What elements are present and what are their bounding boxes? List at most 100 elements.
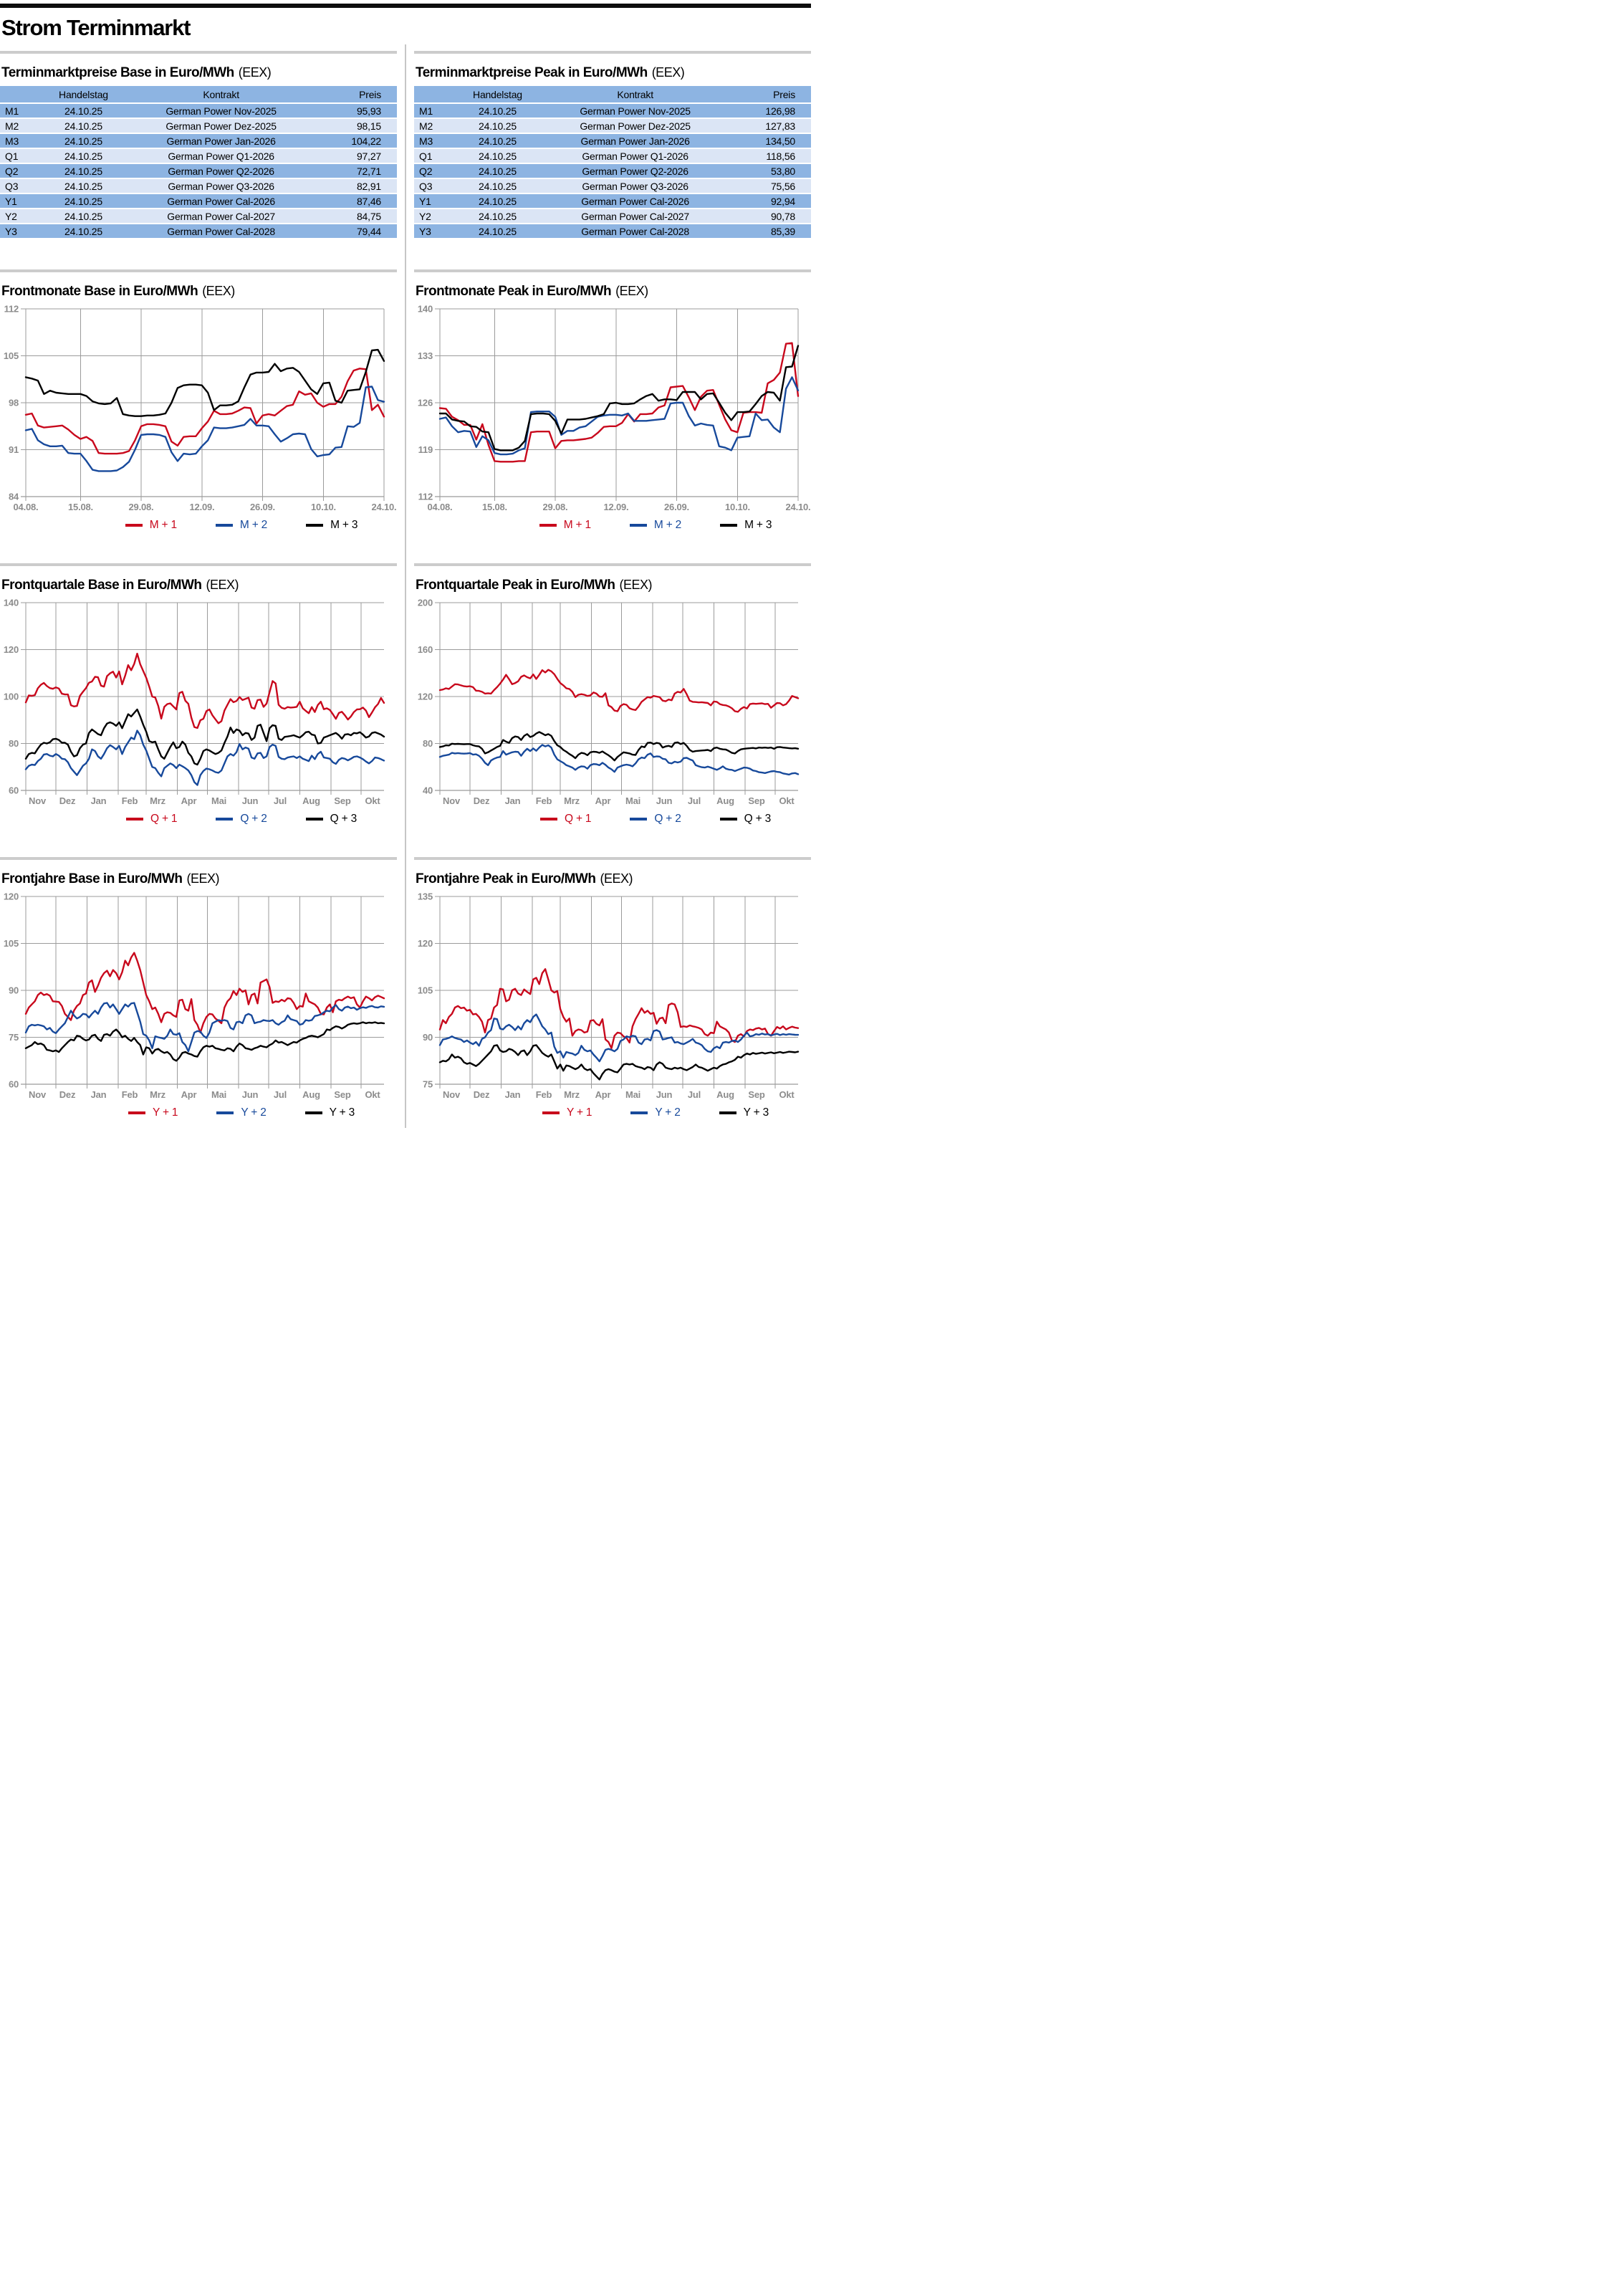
- chart-title: Frontmonate Base in Euro/MWh (EEX): [1, 284, 397, 300]
- table-cell: 24.10.25: [32, 163, 135, 179]
- legend-item: Q + 1: [539, 813, 592, 826]
- section-rule: [0, 51, 397, 54]
- y-axis-label: 140: [4, 598, 19, 608]
- legend-label: Y + 3: [329, 1106, 355, 1119]
- legend-label: Y + 1: [566, 1106, 592, 1119]
- table-row: Y3 24.10.25 German Power Cal-2028 79,44: [0, 224, 397, 239]
- legend-label: Q + 3: [330, 813, 357, 825]
- table-cell: 98,15: [308, 118, 397, 134]
- legend-label: Y + 2: [655, 1106, 681, 1119]
- chart-legend: Q + 1 Q + 2 Q + 3: [0, 813, 397, 826]
- y-axis-label: 84: [9, 492, 19, 502]
- table-cell: M3: [0, 133, 33, 149]
- series-line-Q + 1: [24, 652, 385, 730]
- chart-title-suffix: (EEX): [206, 578, 239, 592]
- y-axis-label: 90: [423, 1032, 433, 1043]
- table-cell: 104,22: [308, 133, 397, 149]
- table-cell: German Power Cal-2028: [134, 224, 309, 239]
- table-cell: German Power Q1-2026: [548, 148, 723, 164]
- table-cell: German Power Jan-2026: [548, 133, 723, 149]
- table-cell: 72,71: [308, 163, 397, 179]
- chart-svg: 60 75 90 105 120 Nov Dez Jan Feb Mrz Apr Mai Jun Jul A…: [4, 891, 385, 1100]
- x-axis-label: 15.08.: [482, 502, 507, 512]
- y-axis-label: 200: [418, 598, 433, 608]
- y-axis-label: 80: [9, 738, 19, 749]
- chart-title-suffix: (EEX): [619, 578, 652, 592]
- chart-canvas: 75 90 105 120 135 Nov Dez Jan Feb Mrz Apr Mai Jun Jul…: [414, 891, 811, 1104]
- table-cell: German Power Cal-2026: [134, 193, 309, 209]
- x-axis-label: Sep: [334, 1089, 351, 1100]
- table-cell: 24.10.25: [32, 224, 135, 239]
- legend-label: Q + 3: [744, 813, 772, 825]
- legend-item: Y + 3: [304, 1106, 355, 1119]
- table-cell: German Power Q1-2026: [134, 148, 309, 164]
- table-cell: 118,56: [722, 148, 811, 164]
- section-rule: [0, 857, 397, 860]
- y-axis-label: 112: [4, 304, 19, 315]
- x-axis-label: Aug: [302, 795, 320, 806]
- table-title-base: Terminmarktpreise Base in Euro/MWh (EEX): [1, 65, 397, 81]
- price-table: Handelstag Kontrakt Preis M1 24.10.25 German …: [414, 86, 811, 239]
- table-cell: German Power Dez-2025: [134, 118, 309, 134]
- chart-title-suffix: (EEX): [202, 284, 235, 298]
- chart-title-suffix: (EEX): [600, 871, 633, 886]
- table-cell: 24.10.25: [446, 193, 549, 209]
- y-axis-label: 105: [4, 938, 19, 949]
- legend-item: M + 2: [629, 519, 682, 532]
- table-cell: 24.10.25: [446, 148, 549, 164]
- x-axis-label: Jan: [505, 795, 521, 806]
- legend-item: M + 1: [125, 519, 177, 532]
- table-row: Y2 24.10.25 German Power Cal-2027 84,75: [0, 209, 397, 224]
- table-row: M1 24.10.25 German Power Nov-2025 126,98: [414, 103, 811, 119]
- legend-dash-icon: [630, 1111, 648, 1114]
- table-cell: 95,93: [308, 103, 397, 119]
- legend-dash-icon: [539, 818, 557, 821]
- legend-label: M + 2: [653, 519, 682, 531]
- chart-title-text: Frontquartale Base in Euro/MWh: [1, 578, 202, 593]
- table-cell: Y1: [414, 193, 447, 209]
- legend-item: M + 3: [720, 519, 772, 532]
- chart-svg: 84 91 98 105 112 04.08. 15.08. 29.08. 12.09. 26.0…: [4, 304, 397, 513]
- section-table-peak: Terminmarktpreise Peak in Euro/MWh (EEX) …: [414, 54, 811, 239]
- x-axis-label: Apr: [595, 1089, 611, 1100]
- table-row: Y1 24.10.25 German Power Cal-2026 87,46: [0, 193, 397, 209]
- y-axis-label: 120: [4, 644, 19, 655]
- y-axis-label: 40: [423, 785, 433, 796]
- legend-dash-icon: [542, 1111, 560, 1114]
- table-cell: German Power Cal-2027: [548, 209, 723, 224]
- chart-frontjahre-peak: Frontjahre Peak in Euro/MWh (EEX) 75 90 105…: [414, 860, 811, 1119]
- chart-frontquartale-base: Frontquartale Base in Euro/MWh (EEX) 60 80…: [0, 566, 397, 826]
- chart-canvas: 84 91 98 105 112 04.08. 15.08. 29.08. 12.09. 26.0…: [0, 304, 397, 516]
- y-axis-label: 120: [418, 938, 433, 949]
- chart-frontmonate-base: Frontmonate Base in Euro/MWh (EEX) 84 91 98…: [0, 272, 397, 532]
- y-axis-label: 140: [418, 304, 433, 315]
- x-axis-label: Aug: [716, 795, 734, 806]
- table-cell: 92,94: [722, 193, 811, 209]
- table-cell: 24.10.25: [446, 163, 549, 179]
- y-axis-label: 160: [418, 644, 433, 655]
- table-cell: Y2: [0, 209, 33, 224]
- x-axis-label: 15.08.: [68, 502, 93, 512]
- x-axis-label: Okt: [779, 1089, 795, 1100]
- chart-title-suffix: (EEX): [186, 871, 220, 886]
- legend-label: Q + 2: [240, 813, 267, 825]
- series-line-Q + 3: [24, 708, 385, 766]
- x-axis-label: Apr: [181, 795, 197, 806]
- table-row: M2 24.10.25 German Power Dez-2025 98,15: [0, 118, 397, 134]
- table-row: Q1 24.10.25 German Power Q1-2026 118,56: [414, 148, 811, 164]
- legend-dash-icon: [216, 818, 234, 821]
- table-title-base-suffix: (EEX): [238, 65, 272, 80]
- table-cell: German Power Jan-2026: [134, 133, 309, 149]
- x-axis-label: Nov: [443, 795, 461, 806]
- y-axis-label: 105: [4, 350, 19, 361]
- x-axis-label: Mrz: [564, 795, 580, 806]
- series-line-M + 1: [24, 368, 385, 455]
- table-cell: 24.10.25: [446, 118, 549, 134]
- table-row: M1 24.10.25 German Power Nov-2025 95,93: [0, 103, 397, 119]
- chart-legend: M + 1 M + 2 M + 3: [414, 519, 811, 532]
- y-axis-label: 120: [418, 692, 433, 702]
- table-header: Preis: [722, 86, 811, 104]
- legend-item: Y + 1: [128, 1106, 178, 1119]
- x-axis-label: Jul: [274, 1089, 287, 1100]
- series-line-Q + 2: [24, 730, 385, 786]
